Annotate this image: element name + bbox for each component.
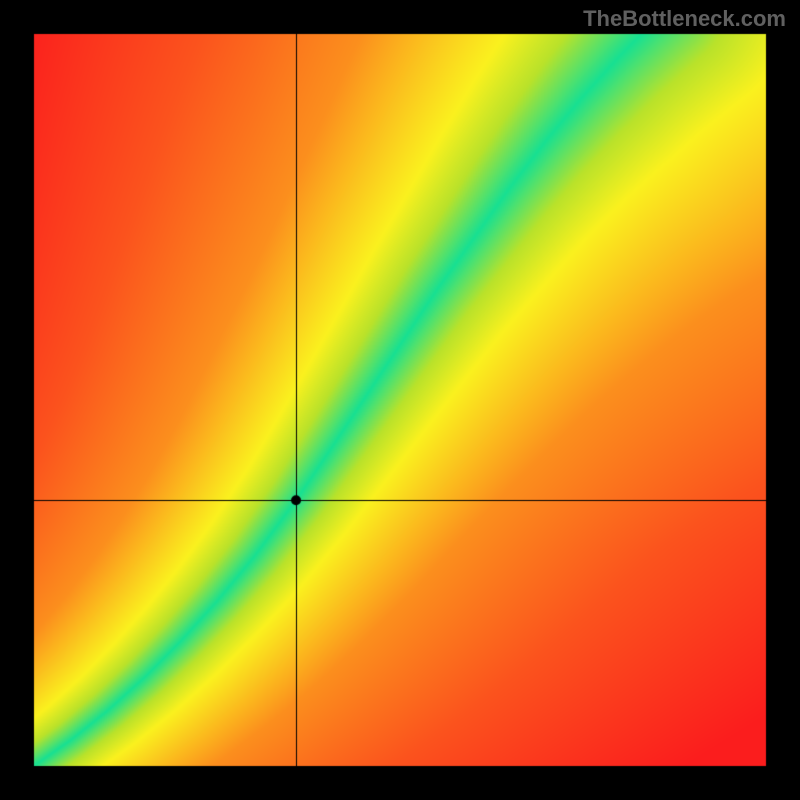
chart-container: TheBottleneck.com (0, 0, 800, 800)
attribution-label: TheBottleneck.com (583, 6, 786, 32)
bottleneck-heatmap-canvas (0, 0, 800, 800)
